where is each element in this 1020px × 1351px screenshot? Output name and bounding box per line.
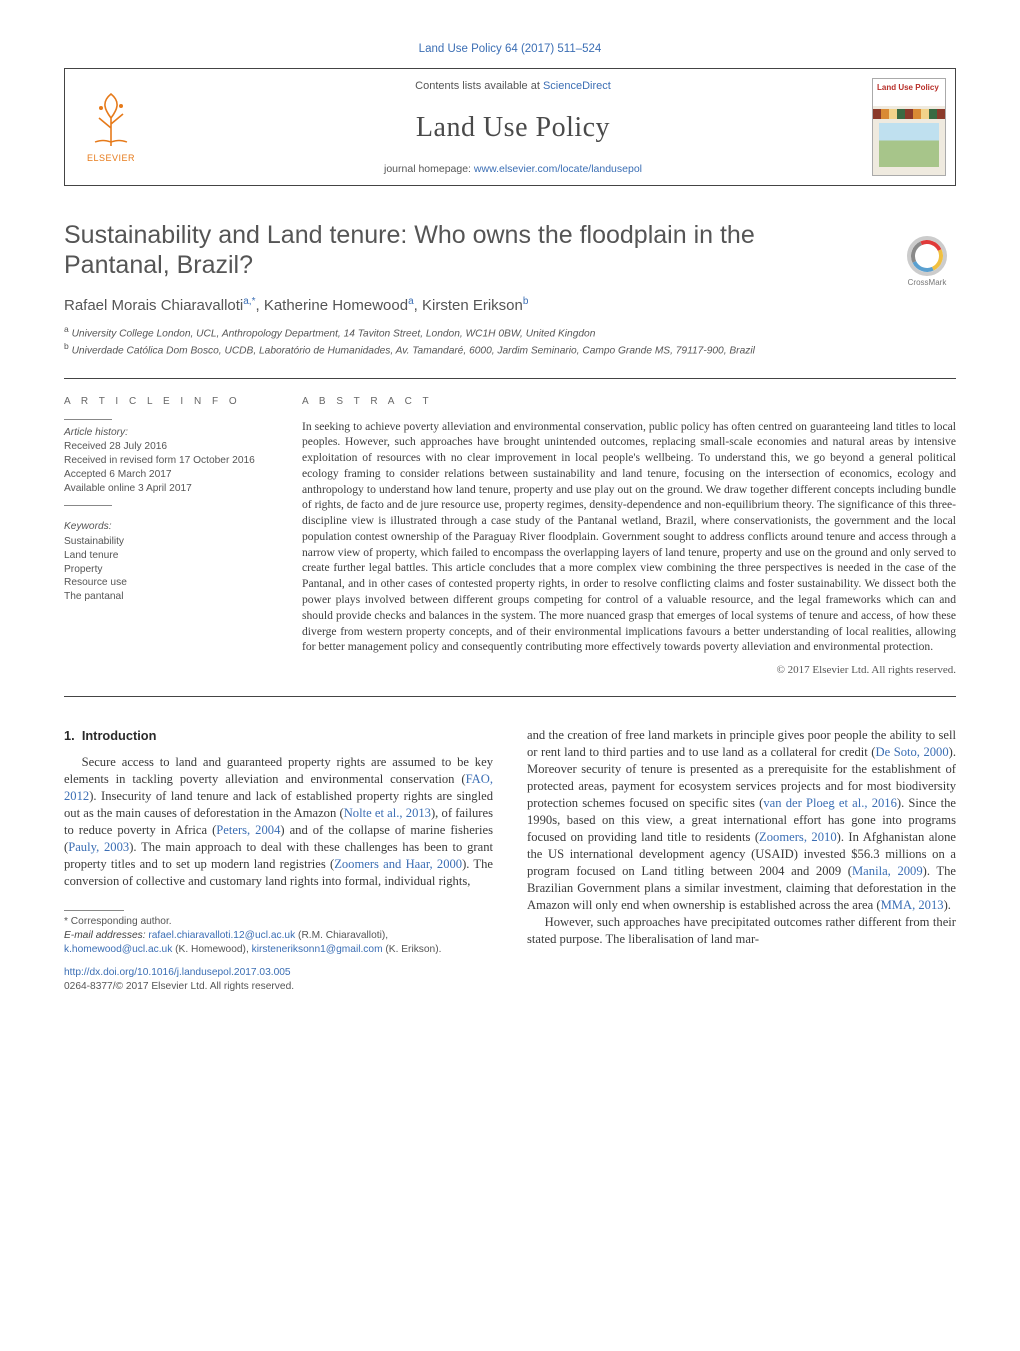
email-link[interactable]: kirsteneriksonn1@gmail.com [252, 944, 383, 955]
author-mark: a,* [243, 296, 255, 307]
sciencedirect-link[interactable]: ScienceDirect [543, 80, 611, 92]
body-columns: 1. Introduction Secure access to land an… [64, 727, 956, 994]
history-item: Available online 3 April 2017 [64, 482, 272, 496]
citation-link[interactable]: Manila, 2009 [852, 864, 923, 878]
keyword: Land tenure [64, 549, 272, 563]
citation-link[interactable]: Nolte et al., 2013 [344, 806, 431, 820]
email-line: k.homewood@ucl.ac.uk (K. Homewood), kirs… [64, 943, 493, 957]
homepage-prefix: journal homepage: [384, 163, 474, 175]
affiliation: b Univerdade Católica Dom Bosco, UCDB, L… [64, 341, 956, 358]
abstract-copyright: © 2017 Elsevier Ltd. All rights reserved… [302, 663, 956, 678]
author-name: Katherine Homewood [264, 297, 408, 314]
author-mark: a [408, 296, 414, 307]
abstract-text: In seeking to achieve poverty alleviatio… [302, 419, 956, 655]
email-link[interactable]: rafael.chiaravalloti.12@ucl.ac.uk [148, 930, 295, 941]
journal-header: ELSEVIER Contents lists available at Sci… [64, 68, 956, 186]
journal-homepage-line: journal homepage: www.elsevier.com/locat… [384, 162, 642, 176]
history-label: Article history: [64, 426, 272, 440]
abstract-heading: A B S T R A C T [302, 395, 956, 409]
journal-reference: Land Use Policy 64 (2017) 511–524 [64, 42, 956, 58]
author-mark: b [523, 296, 529, 307]
keywords-label: Keywords: [64, 520, 272, 534]
citation-link[interactable]: Zoomers, 2010 [759, 830, 837, 844]
history-item: Accepted 6 March 2017 [64, 468, 272, 482]
citation-link[interactable]: Peters, 2004 [216, 823, 280, 837]
article-title: Sustainability and Land tenure: Who owns… [64, 220, 844, 281]
article-info: A R T I C L E I N F O Article history: R… [64, 395, 272, 678]
elsevier-logo: ELSEVIER [65, 69, 157, 185]
keyword: The pantanal [64, 590, 272, 604]
email-link[interactable]: k.homewood@ucl.ac.uk [64, 944, 172, 955]
contents-prefix: Contents lists available at [415, 80, 543, 92]
history-item: Received in revised form 17 October 2016 [64, 454, 272, 468]
crossmark-badge[interactable]: CrossMark [898, 236, 956, 294]
article-info-heading: A R T I C L E I N F O [64, 395, 272, 409]
journal-homepage-url[interactable]: www.elsevier.com/locate/landusepol [474, 163, 642, 175]
citation-link[interactable]: Zoomers and Haar, 2000 [334, 857, 462, 871]
journal-cover-thumbnail: Land Use Policy [869, 69, 955, 185]
body-paragraph: Secure access to land and guaranteed pro… [64, 754, 493, 890]
abstract-block: A B S T R A C T In seeking to achieve po… [302, 395, 956, 678]
keyword: Resource use [64, 576, 272, 590]
contents-available-line: Contents lists available at ScienceDirec… [415, 79, 611, 94]
crossmark-icon [907, 236, 947, 276]
elsevier-wordmark: ELSEVIER [87, 152, 135, 164]
author-name: Kirsten Erikson [422, 297, 523, 314]
keyword: Property [64, 563, 272, 577]
body-paragraph: and the creation of free land markets in… [527, 727, 956, 914]
citation-link[interactable]: De Soto, 2000 [876, 745, 949, 759]
history-item: Received 28 July 2016 [64, 440, 272, 454]
author-name: Rafael Morais Chiaravalloti [64, 297, 243, 314]
corresponding-author: * Corresponding author. [64, 915, 493, 929]
citation-link[interactable]: Pauly, 2003 [68, 840, 129, 854]
cover-title-text: Land Use Policy [877, 83, 939, 94]
corresponding-footer: * Corresponding author. E-mail addresses… [64, 910, 493, 994]
affiliations: a University College London, UCL, Anthro… [64, 324, 956, 358]
article-meta-row: A R T I C L E I N F O Article history: R… [64, 378, 956, 697]
author-list: Rafael Morais Chiaravallotia,*, Katherin… [64, 295, 956, 316]
affiliation: a University College London, UCL, Anthro… [64, 324, 956, 341]
citation-link[interactable]: van der Ploeg et al., 2016 [763, 796, 897, 810]
body-paragraph: However, such approaches have precipitat… [527, 914, 956, 948]
section-heading: 1. Introduction [64, 727, 493, 744]
header-center: Contents lists available at ScienceDirec… [157, 69, 869, 185]
citation-link[interactable]: MMA, 2013 [881, 898, 944, 912]
doi-link[interactable]: http://dx.doi.org/10.1016/j.landusepol.2… [64, 967, 291, 978]
email-line: E-mail addresses: rafael.chiaravalloti.1… [64, 929, 493, 943]
keyword: Sustainability [64, 535, 272, 549]
issn-copyright: 0264-8377/© 2017 Elsevier Ltd. All right… [64, 980, 493, 994]
elsevier-tree-icon [81, 88, 141, 150]
crossmark-label: CrossMark [908, 278, 947, 287]
journal-name: Land Use Policy [416, 109, 610, 147]
